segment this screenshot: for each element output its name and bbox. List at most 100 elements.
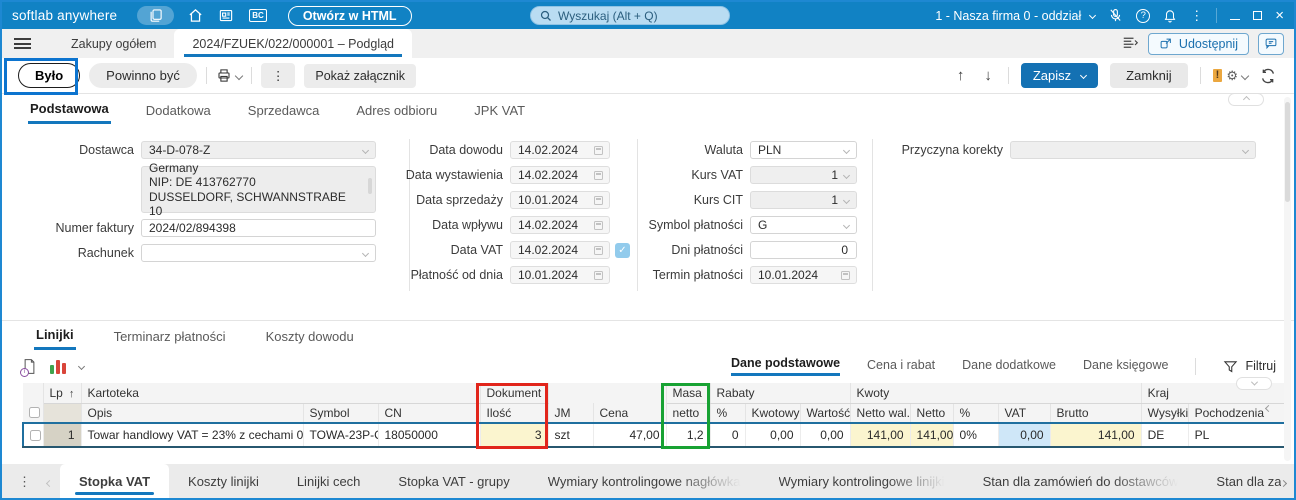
vertical-scrollbar[interactable] [1284,97,1291,461]
window-close-button[interactable]: × [1275,7,1284,24]
supplier-address-box[interactable]: Germany NIP: DE 413762770 DUSSELDORF, SC… [141,161,376,218]
data-wplywu-input[interactable]: 14.02.2024 [510,216,610,234]
tab-cena-i-rabat[interactable]: Cena i rabat [867,357,936,372]
grid-scroll-left-icon[interactable] [1264,398,1273,416]
menu-icon[interactable] [14,38,31,49]
column-group-kwoty[interactable]: Kwoty [850,383,1142,404]
data-vat-input[interactable]: 14.02.2024 [510,241,610,259]
chevron-down-icon[interactable] [77,362,86,370]
dni-platnosci-input[interactable]: 0 [750,241,857,259]
warnings-button[interactable]: ! ⚙ [1212,68,1250,84]
collapse-header-button[interactable] [1228,93,1264,106]
column-vat[interactable]: VAT [998,403,1051,424]
powinno-byc-button[interactable]: Powinno być [89,63,197,88]
tab-stan-zamowien[interactable]: Stan dla zamówień do dostawców [982,474,1179,489]
window-minimize-button[interactable] [1230,18,1241,21]
scrollbar[interactable] [367,170,373,209]
bell-icon[interactable] [1163,8,1177,23]
column-group-rabaty[interactable]: Rabaty [710,383,851,404]
column-ilosc[interactable]: Ilość [480,403,549,424]
refresh-icon[interactable] [1260,68,1276,84]
tab-podstawowa[interactable]: Podstawowa [28,94,111,124]
column-cn[interactable]: CN [378,403,481,424]
data-wystawienia-input[interactable]: 14.02.2024 [510,166,610,184]
zamknij-button[interactable]: Zamknij [1110,63,1188,88]
column-masa-netto[interactable]: netto [666,403,711,424]
company-selector[interactable]: 1 - Nasza firma 0 - oddział [935,9,1097,23]
column-brutto[interactable]: Brutto [1050,403,1142,424]
outline-icon[interactable] [1122,36,1139,51]
tab-sprzedawca[interactable]: Sprzedawca [247,102,320,118]
tab-dane-dodatkowe[interactable]: Dane dodatkowe [962,357,1056,372]
data-vat-checkbox[interactable]: ✓ [615,242,630,258]
column-netto-wal[interactable]: Netto wal. [850,403,911,424]
tab-dane-ksiegowe[interactable]: Dane księgowe [1082,357,1169,372]
tab-zakupy-ogolem[interactable]: Zakupy ogółem [71,36,157,51]
column-procent[interactable]: % [953,403,999,424]
tab-stopka-vat-grupy[interactable]: Stopka VAT - grupy [398,474,510,489]
termin-platnosci-input[interactable]: 10.01.2024 [750,266,857,284]
scroll-right-icon[interactable] [1279,474,1294,489]
column-cena[interactable]: Cena [593,403,667,424]
data-dowodu-input[interactable]: 14.02.2024 [510,141,610,159]
column-wysylki[interactable]: Wysyłki [1141,403,1189,424]
tab-dane-podstawowe[interactable]: Dane podstawowe [730,356,841,376]
column-netto[interactable]: Netto [910,403,954,424]
tab-jpk-vat[interactable]: JPK VAT [474,102,526,118]
row-checkbox[interactable] [30,429,41,441]
more-actions-button[interactable]: ⋮ [260,63,296,88]
chart-icon[interactable] [50,359,66,374]
tab-wymiary-naglowka[interactable]: Wymiary kontrolingowe nagłówka [547,474,741,489]
tab-stopka-vat[interactable]: Stopka VAT [60,464,170,498]
column-jm[interactable]: JM [548,403,594,424]
tab-koszty-dowodu[interactable]: Koszty dowodu [265,328,354,344]
filter-button[interactable]: Filtruj [1223,359,1276,374]
prev-arrow-button[interactable]: ↑ [956,67,965,84]
dostawca-select[interactable]: 34-D-078-Z [141,141,376,159]
tab-koszty-linijki[interactable]: Koszty linijki [188,474,259,489]
tab-linijki[interactable]: Linijki [34,320,76,350]
collapse-grid-button[interactable] [1236,377,1272,390]
bottom-more-icon[interactable]: ⋮ [18,473,31,489]
scroll-left-icon[interactable] [39,474,60,489]
window-maximize-button[interactable] [1253,11,1263,20]
pokaz-zalacznik-button[interactable]: Pokaż załącznik [304,63,417,88]
tab-wymiary-linijki[interactable]: Wymiary kontrolingowe linijki [778,474,945,489]
bc-icon[interactable]: BC [249,9,267,22]
search-input[interactable]: Wyszukaj (Alt + Q) [530,6,730,25]
column-rabat-procent[interactable]: % [710,403,746,424]
kurs-vat-input[interactable]: 1 [750,166,857,184]
modules-icon[interactable] [137,6,175,25]
column-symbol[interactable]: Symbol [303,403,379,424]
news-icon[interactable] [218,8,234,23]
column-kwotowy[interactable]: Kwotowy [745,403,801,424]
tab-adres-odbioru[interactable]: Adres odbioru [356,102,438,118]
bylo-button[interactable]: Było [18,63,81,88]
share-button[interactable]: Udostępnij [1147,32,1249,55]
rachunek-select[interactable] [141,244,376,262]
tab-dodatkowa[interactable]: Dodatkowa [145,102,211,118]
more-menu-icon[interactable]: ⋮ [1190,7,1204,23]
tab-terminarz-platnosci[interactable]: Terminarz płatności [113,328,226,344]
kurs-cit-input[interactable]: 1 [750,191,857,209]
przyczyna-korekty-select[interactable] [1010,141,1256,159]
column-wartosc[interactable]: Wartość [800,403,851,424]
tab-stan-zamowien-dowod[interactable]: Stan dla zamówień do dostawców (dla dowo [1216,474,1281,489]
waluta-select[interactable]: PLN [750,141,857,159]
print-button[interactable] [216,68,244,83]
home-icon[interactable] [188,8,203,23]
column-pochodzenia[interactable]: Pochodzenia [1188,403,1286,424]
tab-linijki-cech[interactable]: Linijki cech [296,474,361,489]
select-all-checkbox[interactable] [29,407,40,418]
column-group-lp[interactable]: Lp ↑ [43,383,82,404]
column-opis[interactable]: Opis [81,403,304,424]
tab-document-podglad[interactable]: 2024/FZUEK/022/000001 – Podgląd [174,29,413,58]
microphone-off-icon[interactable] [1108,8,1123,23]
column-group-kartoteka[interactable]: Kartoteka [81,383,481,404]
document-info-icon[interactable]: i [20,358,37,377]
comment-button[interactable] [1258,32,1284,55]
symbol-platnosci-select[interactable]: G [750,216,857,234]
next-arrow-button[interactable]: ↓ [984,67,992,84]
zapisz-button[interactable]: Zapisz [1020,63,1099,88]
platnosc-od-dnia-input[interactable]: 10.01.2024 [510,266,610,284]
